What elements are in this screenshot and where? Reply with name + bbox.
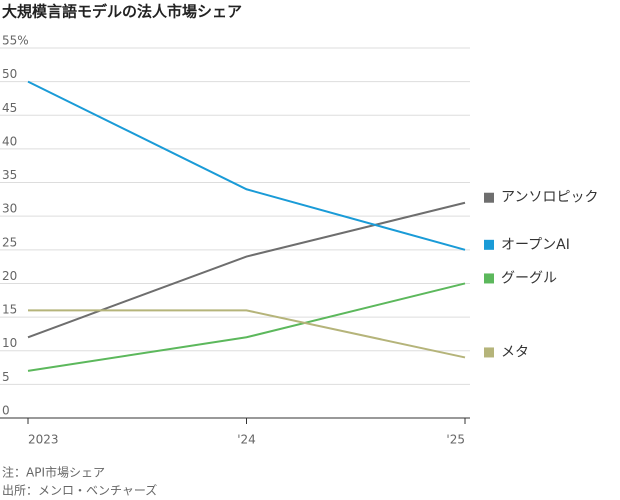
y-tick-label: 10: [2, 336, 17, 350]
legend-swatch: [484, 192, 494, 203]
y-tick-label: 45: [2, 101, 17, 115]
y-tick-label: 50: [2, 67, 17, 81]
x-tick-label: '25: [446, 433, 465, 447]
legend-swatch: [484, 273, 494, 284]
y-tick-label: 25: [2, 235, 17, 249]
y-tick-label: 55%: [2, 34, 29, 48]
legend-swatch: [484, 347, 494, 358]
note: 注：API市場シェア: [2, 465, 105, 480]
legend-label: オープンAI: [501, 237, 570, 253]
y-tick-label: 5: [2, 370, 10, 384]
chart-title: 大規模言語モデルの法人市場シェア: [2, 3, 242, 21]
series-line: [28, 309, 466, 359]
legend-label: メタ: [501, 344, 529, 360]
x-tick-label: '24: [237, 433, 256, 447]
y-tick-label: 20: [2, 269, 17, 283]
y-tick-label: 40: [2, 134, 17, 148]
y-tick-label: 35: [2, 168, 17, 182]
y-tick-label: 0: [2, 404, 10, 418]
series-line: [27, 80, 466, 251]
note: 出所：メンロ・ベンチャーズ: [2, 483, 157, 498]
legend-label: グーグル: [501, 270, 557, 286]
legend-label: アンソロピック: [501, 190, 598, 206]
x-tick-label: 2023: [28, 433, 59, 447]
legend-swatch: [484, 239, 494, 250]
series-line: [27, 282, 466, 372]
y-tick-label: 15: [2, 303, 17, 317]
y-tick-label: 30: [2, 202, 17, 216]
